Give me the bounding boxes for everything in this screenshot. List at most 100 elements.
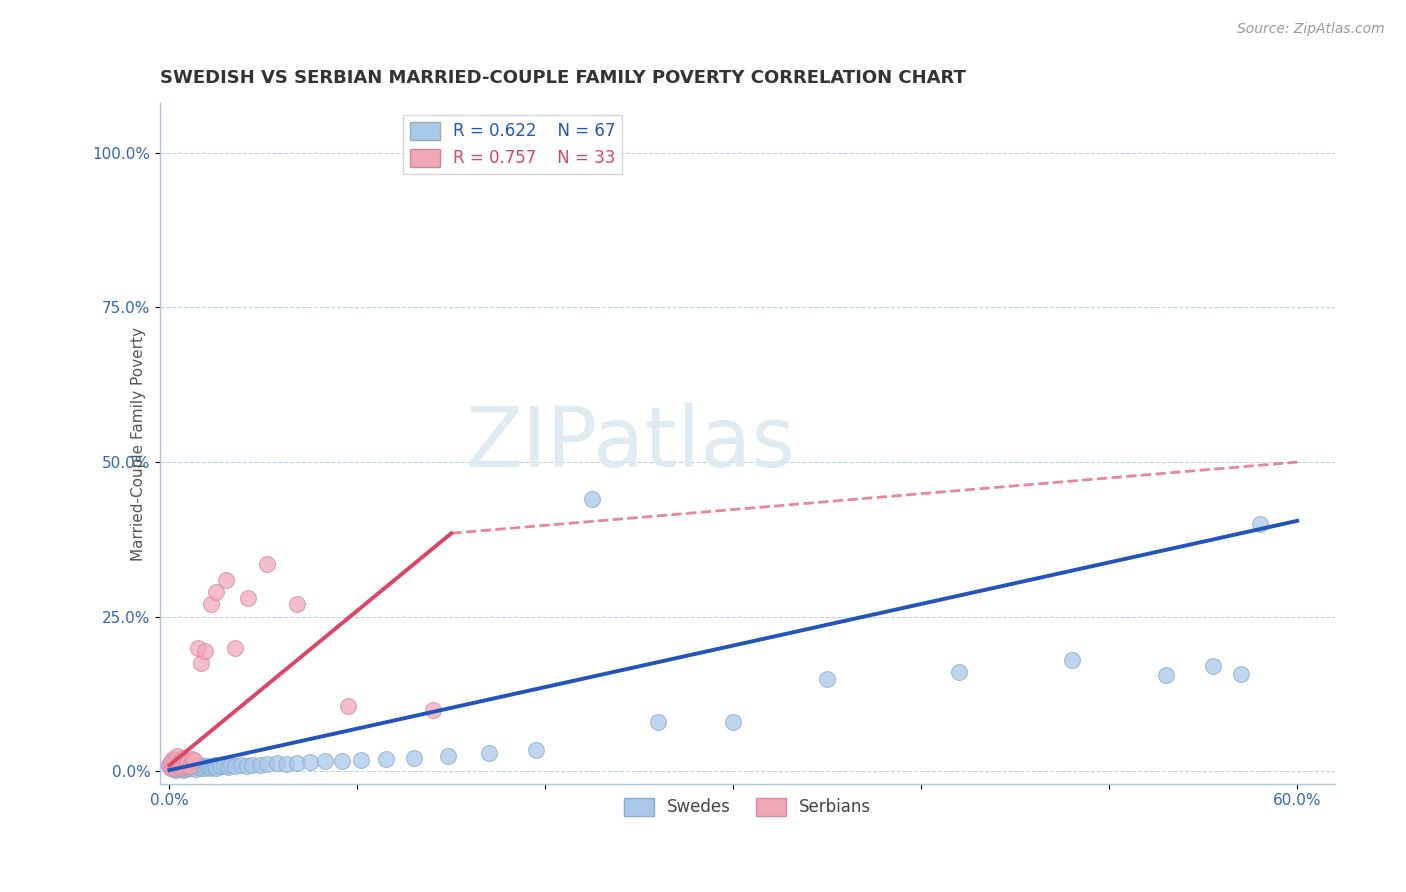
Point (166, 759, 188, 773)
Point (190, 761, 212, 775)
Point (193, 759, 215, 773)
Point (478, 746, 501, 760)
Point (240, 757, 263, 772)
Point (176, 762, 198, 776)
Point (204, 758, 226, 772)
Point (274, 756, 297, 771)
Point (170, 756, 193, 771)
Point (337, 699, 360, 714)
Point (256, 557, 278, 571)
Point (162, 752, 184, 766)
Point (1201, 659, 1223, 673)
Point (160, 761, 183, 775)
Y-axis label: Married-Couple Family Poverty: Married-Couple Family Poverty (131, 326, 146, 560)
Point (221, 758, 243, 772)
Point (165, 753, 187, 767)
Point (165, 763, 187, 777)
Point (285, 598, 308, 612)
Point (177, 755, 200, 769)
Point (165, 761, 187, 775)
Point (224, 640, 246, 655)
Text: ZIPatlas: ZIPatlas (465, 403, 794, 484)
Point (167, 755, 190, 769)
Point (314, 755, 336, 769)
Point (172, 763, 194, 777)
Point (176, 760, 198, 774)
Point (187, 760, 209, 774)
Point (201, 759, 224, 773)
Point (200, 761, 222, 775)
Point (215, 573, 238, 587)
Point (183, 759, 205, 773)
Point (948, 665, 970, 680)
Point (1154, 668, 1177, 682)
Point (1060, 653, 1083, 667)
Point (159, 758, 181, 772)
Point (166, 758, 188, 772)
Point (524, 742, 547, 756)
Point (224, 759, 246, 773)
Text: Source: ZipAtlas.com: Source: ZipAtlas.com (1237, 22, 1385, 37)
Point (181, 761, 204, 775)
Point (170, 761, 193, 775)
Point (200, 598, 222, 612)
Point (172, 758, 194, 772)
Point (581, 492, 603, 507)
Point (217, 760, 239, 774)
Point (165, 761, 187, 775)
Point (170, 759, 193, 773)
Point (166, 762, 188, 776)
Point (350, 753, 373, 767)
Point (256, 756, 278, 771)
Point (266, 756, 288, 771)
Point (159, 758, 181, 772)
Point (194, 761, 217, 775)
Point (285, 756, 308, 770)
Point (173, 759, 195, 773)
Point (181, 752, 204, 766)
Point (160, 755, 183, 769)
Point (167, 757, 190, 772)
Point (179, 757, 201, 772)
Point (179, 759, 201, 773)
Point (402, 751, 425, 765)
Point (177, 759, 200, 773)
Point (188, 758, 211, 772)
Point (205, 585, 228, 599)
Point (183, 753, 205, 767)
Point (198, 760, 221, 774)
Point (172, 751, 194, 765)
Point (172, 759, 194, 773)
Point (374, 752, 396, 766)
Point (166, 748, 188, 763)
Point (162, 759, 184, 773)
Point (235, 759, 257, 773)
Point (162, 759, 184, 773)
Point (173, 761, 195, 775)
Point (299, 755, 322, 769)
Point (160, 761, 183, 775)
Point (436, 748, 458, 763)
Point (209, 759, 232, 773)
Text: SWEDISH VS SERBIAN MARRIED-COUPLE FAMILY POVERTY CORRELATION CHART: SWEDISH VS SERBIAN MARRIED-COUPLE FAMILY… (160, 69, 966, 87)
Point (167, 759, 190, 773)
Point (205, 761, 228, 775)
Point (167, 760, 190, 774)
Point (815, 672, 838, 686)
Point (190, 656, 212, 670)
Point (184, 762, 207, 776)
Point (723, 714, 745, 729)
Point (647, 714, 669, 729)
Point (1229, 666, 1251, 681)
Point (332, 754, 354, 768)
Point (194, 644, 217, 658)
Point (176, 758, 198, 772)
Point (212, 759, 235, 773)
Point (162, 756, 184, 771)
Point (1249, 516, 1271, 531)
Point (177, 761, 200, 775)
Point (195, 759, 218, 773)
Point (173, 753, 195, 767)
Legend: Swedes, Serbians: Swedes, Serbians (617, 791, 877, 823)
Point (229, 758, 252, 772)
